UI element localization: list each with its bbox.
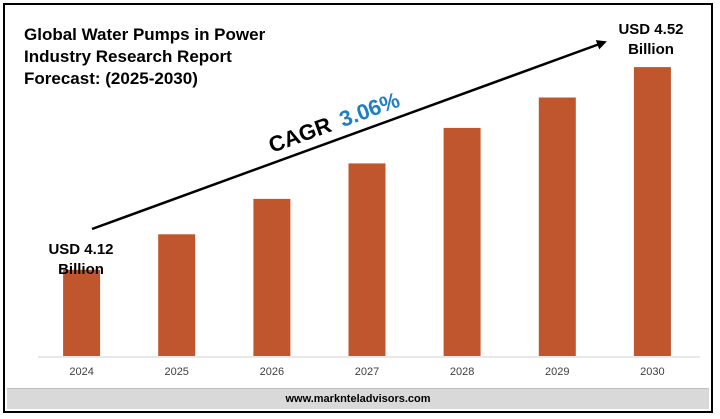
first-value-line-1: USD 4.12 (48, 241, 113, 258)
last-value-annotation: USD 4.52 Billion (618, 21, 683, 58)
first-value-annotation: USD 4.12 Billion (48, 241, 113, 278)
chart-title-line-1: Global Water Pumps in Power (24, 25, 266, 44)
cagr-value: 3.06% (336, 87, 403, 132)
bar-2027 (348, 163, 386, 356)
bar-2030 (633, 67, 671, 356)
x-tick-2029: 2029 (545, 366, 569, 378)
x-tick-labels: 2024 2025 2026 2027 2028 2029 2030 (69, 366, 664, 378)
bars-group (63, 67, 671, 357)
footer-bar: www.marknteladvisors.com (7, 388, 709, 409)
last-value-line-1: USD 4.52 (618, 21, 683, 38)
x-tick-2028: 2028 (450, 366, 474, 378)
chart-title-line-2: Industry Research Report (24, 47, 232, 66)
x-tick-2027: 2027 (355, 366, 379, 378)
cagr-label: CAGR (265, 112, 335, 158)
chart-title-line-3: Forecast: (2025-2030) (24, 69, 198, 88)
x-tick-2026: 2026 (260, 366, 284, 378)
last-value-line-2: Billion (628, 41, 674, 58)
bar-2024 (63, 269, 101, 356)
x-tick-2025: 2025 (164, 366, 188, 378)
footer-website[interactable]: www.marknteladvisors.com (285, 393, 431, 405)
chart-title: Global Water Pumps in Power Industry Res… (24, 25, 266, 88)
bar-2025 (158, 234, 196, 356)
x-tick-2024: 2024 (69, 366, 93, 378)
bar-2026 (253, 198, 291, 356)
cagr-arrow (91, 40, 607, 231)
first-value-line-2: Billion (58, 261, 104, 278)
bar-2029 (538, 97, 576, 356)
bar-2028 (443, 127, 481, 357)
x-tick-2030: 2030 (640, 366, 664, 378)
